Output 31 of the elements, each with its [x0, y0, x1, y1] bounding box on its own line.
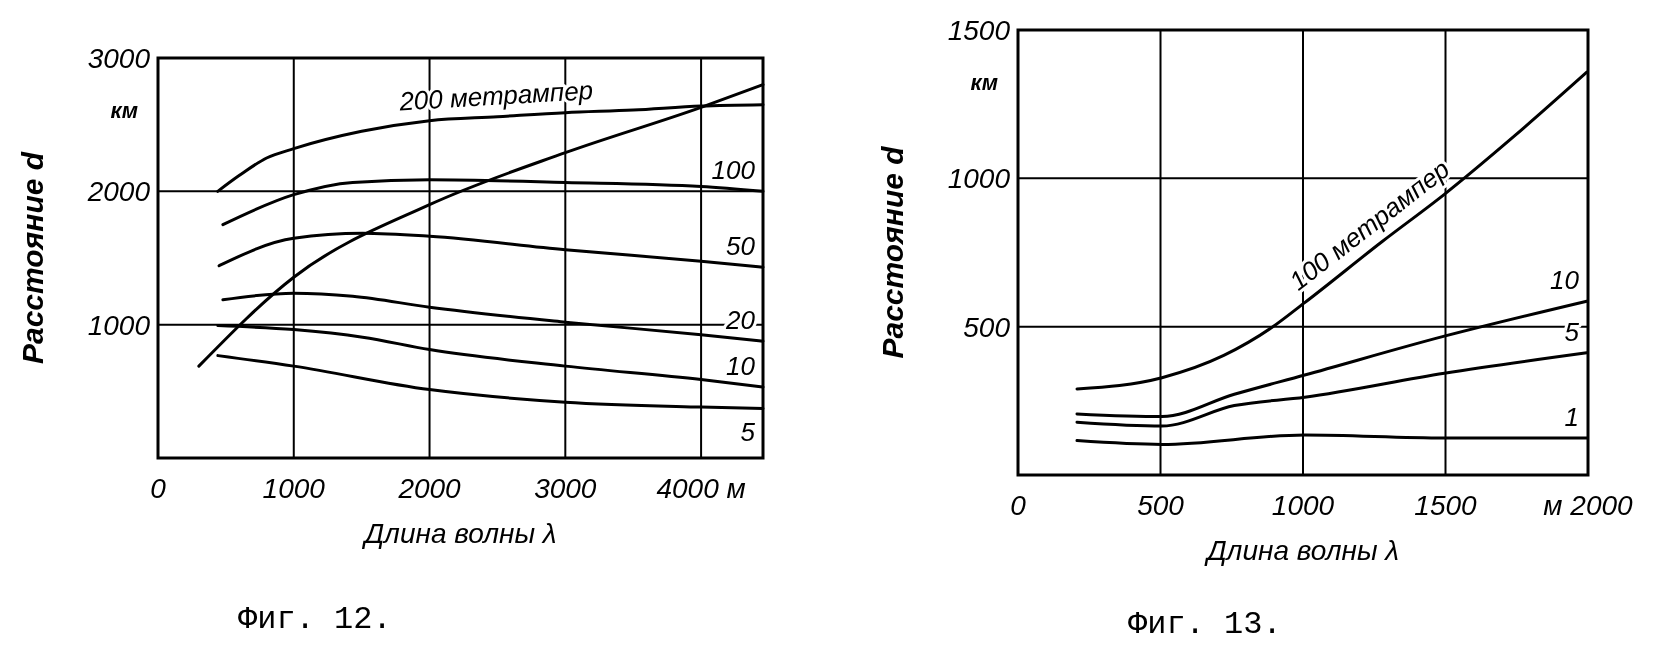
x-tick-label: 500: [1137, 490, 1185, 521]
series-label: 5: [740, 416, 756, 447]
series-label: 50: [726, 231, 756, 262]
y-axis-title: Расстояние d: [876, 145, 909, 359]
x-tick-label: 1000: [1271, 490, 1335, 521]
y-tick-label: 1000: [947, 163, 1011, 195]
y-axis-title: Расстояние d: [16, 151, 49, 365]
x-tick-label: 0: [150, 473, 167, 504]
y-tick-label: 1000: [87, 309, 151, 341]
x-tick-label: 3000: [534, 473, 597, 504]
x-tick-label: 0: [1010, 490, 1027, 521]
text: Фиг. 13.: [1128, 606, 1282, 643]
series-label: 10: [726, 351, 756, 382]
series-label: 100: [711, 155, 756, 186]
x-tick-label: 2000: [397, 473, 462, 504]
y-tick-label: 2000: [86, 176, 151, 208]
y-tick-label: 3000: [87, 43, 151, 74]
series-label: 1: [1564, 401, 1579, 432]
text: Фиг. 12.: [238, 601, 392, 638]
series-label: 10: [1549, 265, 1580, 296]
x-tick-label: 1500: [1414, 490, 1478, 521]
x-axis-title: Длина волны λ: [361, 518, 557, 549]
x-tick-label: 4000 м: [656, 473, 746, 504]
text: км: [110, 98, 138, 123]
x-axis-title: Длина волны λ: [1203, 535, 1400, 566]
x-tick-label: 1000: [262, 473, 326, 504]
y-tick-label: 500: [963, 311, 1011, 343]
x-tick-label: м 2000: [1543, 490, 1634, 521]
y-tick-label: 1500: [947, 15, 1011, 46]
text: км: [970, 70, 998, 95]
series-label: 200 метрампер: [397, 75, 594, 117]
